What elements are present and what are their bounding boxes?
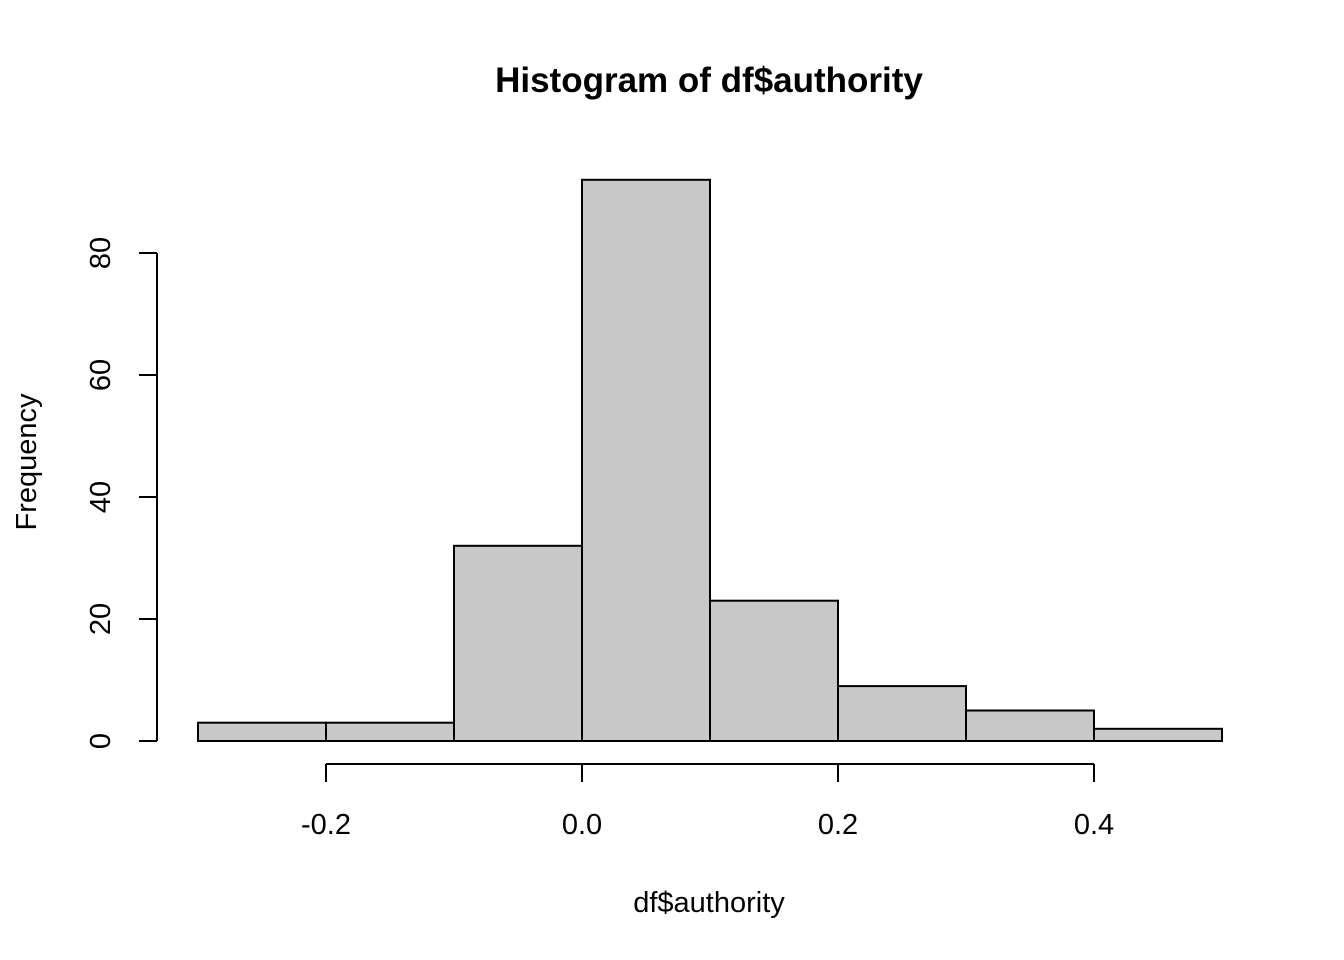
x-tick-label: 0.0: [562, 809, 602, 841]
x-tick-label: -0.2: [301, 809, 351, 841]
y-tick-label: 80: [85, 237, 117, 269]
y-tick-label: 0: [85, 733, 117, 749]
histogram-bar: [325, 721, 455, 743]
bars-group: [197, 178, 1223, 743]
x-axis-label: df$authority: [633, 887, 785, 919]
y-axis-label: Frequency: [11, 393, 43, 531]
x-tick-label: 0.4: [1074, 809, 1114, 841]
x-axis: -0.2 0.0 0.2 0.4: [301, 763, 1114, 841]
x-tick-label: 0.2: [818, 809, 858, 841]
chart-title: Histogram of df$authority: [495, 61, 923, 100]
histogram-bar: [453, 544, 583, 742]
histogram-bar: [581, 178, 711, 743]
y-tick-label: 60: [85, 359, 117, 391]
y-axis: 0 20 40 60 80: [85, 237, 158, 749]
histogram-bar: [197, 721, 327, 743]
histogram-bar: [965, 709, 1095, 742]
y-tick-label: 20: [85, 603, 117, 635]
histogram-bar: [837, 685, 967, 742]
histogram-bar: [1093, 727, 1223, 742]
y-tick-label: 40: [85, 481, 117, 513]
histogram-bar: [709, 599, 839, 743]
